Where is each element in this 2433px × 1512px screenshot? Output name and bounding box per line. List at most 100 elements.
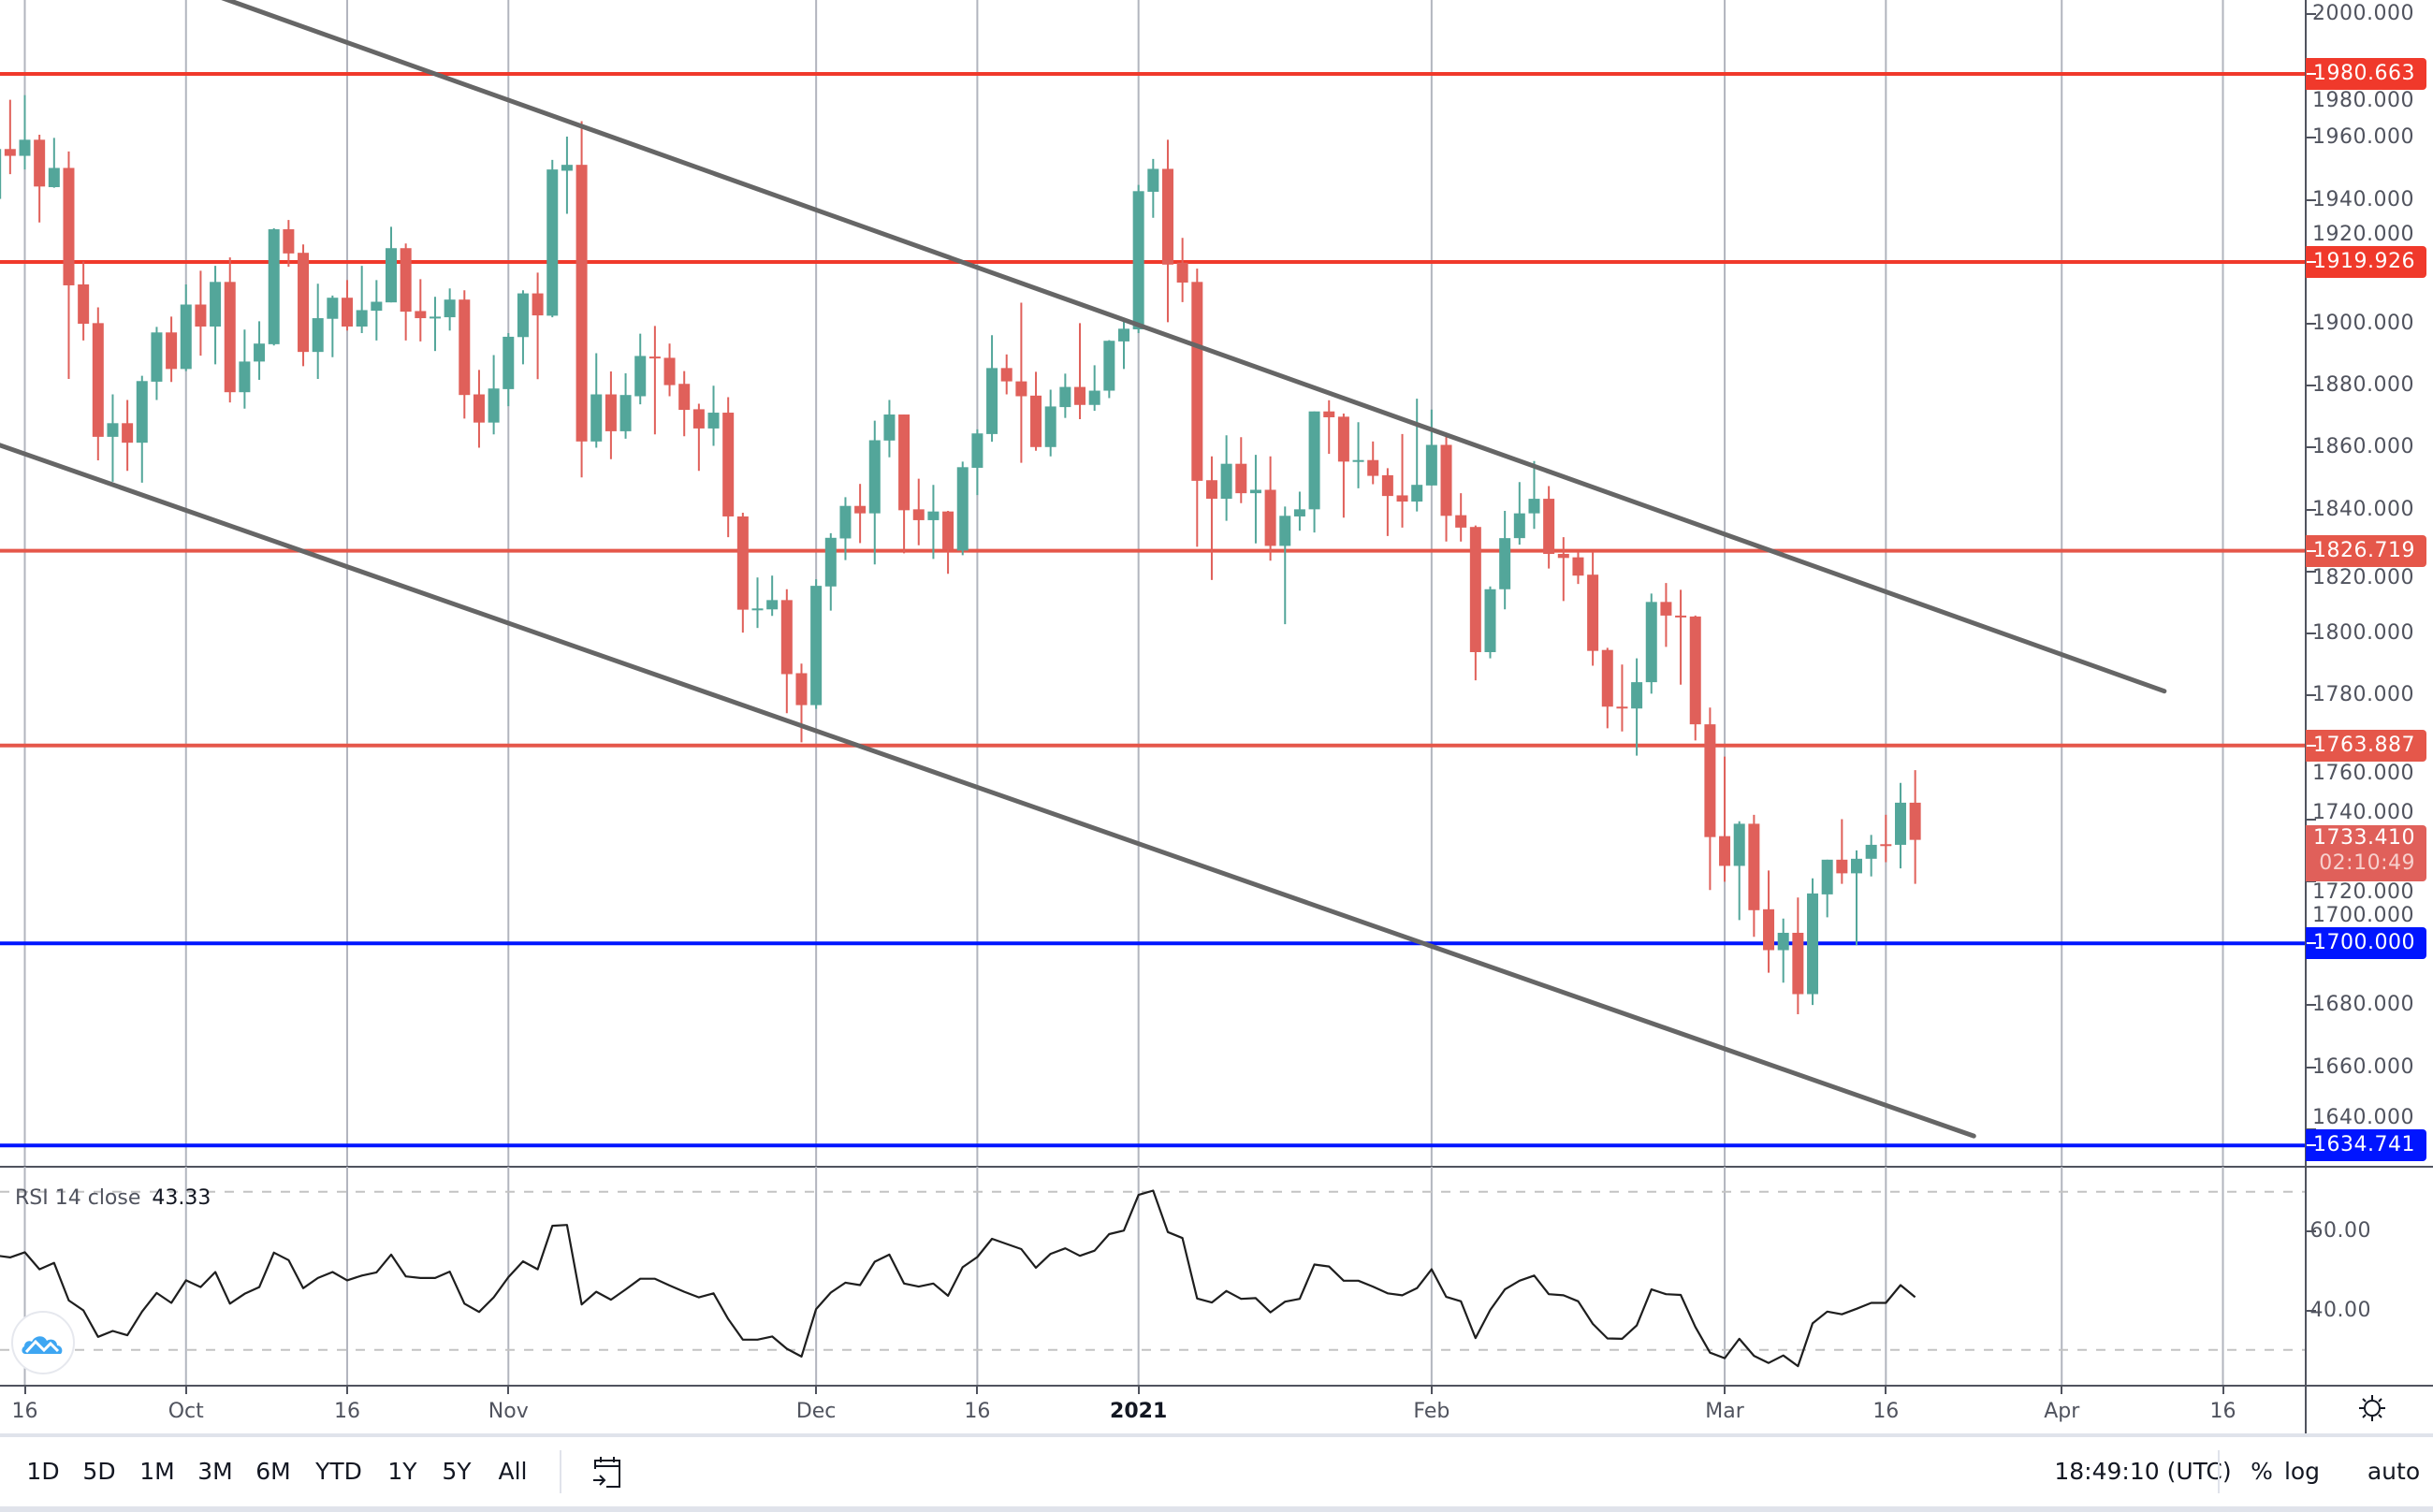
candle bbox=[1645, 593, 1657, 694]
candle bbox=[254, 321, 266, 380]
candle bbox=[1015, 302, 1027, 463]
tradingview-logo[interactable] bbox=[11, 1311, 75, 1374]
candle-body bbox=[1352, 459, 1364, 462]
price-axis-label: 1880.000 bbox=[2312, 373, 2414, 398]
candle-body bbox=[854, 505, 867, 514]
rsi-pane[interactable] bbox=[0, 1167, 2305, 1386]
candle-body bbox=[488, 388, 500, 423]
candle bbox=[751, 577, 764, 629]
time-axis-label: 16 bbox=[964, 1400, 991, 1423]
candle-body bbox=[1103, 341, 1115, 391]
candle bbox=[678, 371, 691, 437]
price-axis-label: 1680.000 bbox=[2312, 993, 2414, 1017]
candle bbox=[1205, 456, 1217, 580]
candle bbox=[1176, 238, 1188, 302]
candle bbox=[912, 478, 925, 545]
time-axis-label: 16 bbox=[334, 1400, 361, 1423]
percent-scale-toggle[interactable]: % bbox=[2251, 1458, 2273, 1485]
candle-body bbox=[1543, 499, 1555, 555]
candle-body bbox=[663, 357, 676, 385]
price-pane[interactable] bbox=[0, 0, 2305, 1167]
candle-body bbox=[1323, 411, 1335, 418]
candle bbox=[1616, 664, 1628, 732]
candle bbox=[1396, 433, 1408, 528]
range-1m-button[interactable]: 1M bbox=[139, 1458, 175, 1485]
range-6m-button[interactable]: 6M bbox=[255, 1458, 291, 1485]
candle-body bbox=[400, 248, 412, 313]
price-axis-label: 1780.000 bbox=[2312, 683, 2414, 707]
candle-body bbox=[1513, 513, 1525, 539]
candle-body bbox=[1176, 262, 1188, 283]
candle-body bbox=[1572, 557, 1584, 576]
sun-settings-icon[interactable] bbox=[2356, 1392, 2388, 1424]
candle-body bbox=[503, 336, 515, 389]
candle-body bbox=[795, 673, 808, 705]
candle-body bbox=[546, 169, 559, 316]
candle bbox=[1601, 647, 1613, 729]
candle-body bbox=[1205, 480, 1217, 500]
candle bbox=[1733, 821, 1745, 921]
candle-body bbox=[780, 600, 793, 675]
candle-body bbox=[824, 537, 837, 587]
candle bbox=[1264, 456, 1276, 561]
candle-body bbox=[1293, 509, 1305, 516]
candle-body bbox=[517, 293, 529, 338]
rsi-axis-tick bbox=[2307, 1309, 2316, 1312]
candle bbox=[136, 375, 148, 483]
candle-body bbox=[605, 394, 617, 431]
rsi-legend-value: 43.33 bbox=[152, 1186, 211, 1210]
candle-body bbox=[722, 413, 735, 516]
candle-body bbox=[1631, 682, 1643, 709]
candle bbox=[956, 461, 969, 556]
candle-body bbox=[707, 413, 720, 429]
candle-body bbox=[254, 343, 266, 362]
candle bbox=[561, 137, 573, 214]
candle bbox=[971, 429, 983, 496]
candle bbox=[883, 400, 896, 458]
range-ytd-button[interactable]: YTD bbox=[315, 1458, 362, 1485]
range-all-button[interactable]: All bbox=[498, 1458, 528, 1485]
candle bbox=[459, 290, 471, 419]
candle-body bbox=[1015, 381, 1027, 397]
price-axis-label: 1820.000 bbox=[2312, 565, 2414, 589]
candle-body bbox=[0, 149, 2, 199]
candle bbox=[1455, 493, 1467, 542]
pane-separator[interactable] bbox=[0, 1166, 2433, 1168]
auto-scale-toggle[interactable]: auto bbox=[2367, 1458, 2421, 1485]
candle bbox=[19, 94, 31, 170]
candle-body bbox=[1469, 527, 1481, 652]
price-level-tag: 1763.887 bbox=[2306, 729, 2426, 762]
log-scale-toggle[interactable]: log bbox=[2283, 1458, 2321, 1485]
candle-body bbox=[1733, 823, 1745, 866]
range-3m-button[interactable]: 3M bbox=[197, 1458, 233, 1485]
candle-body bbox=[1894, 802, 1906, 845]
rsi-legend[interactable]: RSI 14 close 43.33 bbox=[15, 1186, 211, 1210]
range-1d-button[interactable]: 1D bbox=[26, 1458, 60, 1485]
candle-body bbox=[1030, 395, 1042, 447]
range-5d-button[interactable]: 5D bbox=[82, 1458, 116, 1485]
candle bbox=[854, 484, 867, 544]
candle bbox=[1909, 770, 1921, 884]
candle-body bbox=[1381, 474, 1393, 497]
price-level-tag: 1634.741 bbox=[2306, 1129, 2426, 1162]
price-axis-tick bbox=[2307, 385, 2316, 387]
candle bbox=[1220, 435, 1232, 521]
price-level-tag: 1919.926 bbox=[2306, 246, 2426, 279]
range-1y-button[interactable]: 1Y bbox=[387, 1458, 417, 1485]
price-axis-label: 1960.000 bbox=[2312, 125, 2414, 150]
range-5y-button[interactable]: 5Y bbox=[442, 1458, 472, 1485]
candle bbox=[1792, 897, 1804, 1015]
utc-clock[interactable]: 18:49:10 (UTC) bbox=[2054, 1458, 2232, 1485]
candle-body bbox=[1528, 499, 1540, 514]
candle-body bbox=[136, 381, 148, 443]
candle bbox=[1308, 411, 1320, 533]
candle bbox=[1763, 870, 1775, 973]
candle bbox=[1513, 482, 1525, 545]
calendar-goto-icon[interactable] bbox=[591, 1454, 623, 1493]
candle bbox=[444, 288, 456, 331]
price-axis-label: 1920.000 bbox=[2312, 222, 2414, 246]
candle-body bbox=[1440, 444, 1452, 516]
candle bbox=[1587, 551, 1599, 666]
candle bbox=[942, 511, 954, 574]
candle-body bbox=[459, 299, 471, 396]
